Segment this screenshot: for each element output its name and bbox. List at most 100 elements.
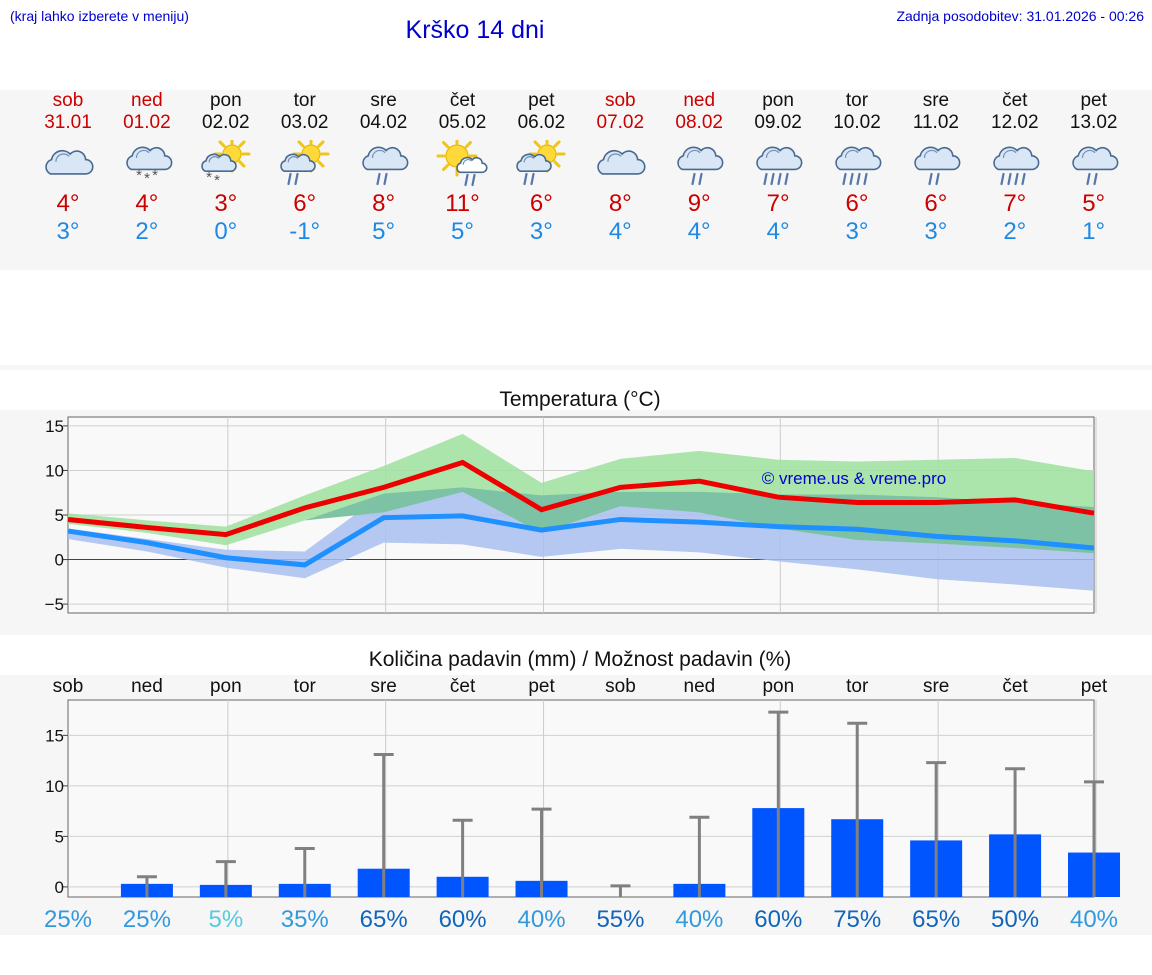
partly-cloudy-rain-icon	[279, 140, 330, 186]
temp-max: 6°	[529, 190, 553, 217]
y-tick-label: 10	[45, 777, 64, 796]
day-date: 02.02	[202, 112, 250, 133]
y-tick-label: 10	[45, 461, 64, 480]
day-label: sre	[923, 676, 949, 697]
temp-range-overlap	[68, 487, 1094, 554]
day-date: 06.02	[517, 112, 566, 133]
day-label: pon	[210, 676, 242, 697]
day-name: tor	[845, 90, 869, 111]
temp-max: 7°	[766, 190, 790, 217]
temp-min: 3°	[845, 218, 869, 245]
day-column: ned 08.02 9° 4°	[659, 90, 739, 246]
day-label: pet	[528, 676, 555, 697]
day-label: sob	[605, 676, 636, 697]
day-name: pet	[528, 90, 555, 111]
day-date: 13.02	[1069, 112, 1118, 133]
day-date: 11.02	[912, 112, 959, 133]
cloudy-heavy-rain-icon	[756, 146, 803, 186]
day-column: pet 06.02 6° 3°	[501, 90, 581, 246]
daily-forecast-strip	[0, 90, 1152, 270]
day-column: ned 01.02 * * * 4° 2°	[107, 90, 187, 246]
precipitation-chart: 15 10 5 0 sob 25% ned 25% pon 5% tor 35% sre 65% čet 60…	[44, 676, 1120, 933]
temp-max: 5°	[1082, 190, 1106, 217]
svg-text:*: *	[214, 172, 220, 189]
precipitation-probability: 40%	[518, 906, 566, 933]
precipitation-probability: 65%	[360, 906, 408, 933]
y-tick-label: 15	[45, 726, 64, 745]
day-label: čet	[450, 676, 476, 697]
min-temp-line	[67, 513, 1095, 568]
day-column: tor 10.02 6° 3°	[817, 90, 897, 246]
day-name: pon	[762, 90, 794, 111]
day-column: pon 02.02 * * 3° 0°	[186, 90, 266, 246]
cloudy-icon	[45, 149, 94, 175]
divider-strip	[0, 365, 1152, 370]
precipitation-probability: 60%	[439, 906, 487, 933]
cloudy-heavy-rain-icon	[993, 146, 1040, 186]
temp-min: 5°	[451, 218, 474, 245]
temp-max: 8°	[608, 190, 632, 217]
cloudy-rain-icon	[1071, 146, 1119, 186]
day-column: čet 12.02 7° 2°	[975, 90, 1055, 246]
day-label: pon	[762, 676, 794, 697]
day-name: sob	[604, 90, 636, 111]
cloudy-heavy-rain-icon	[835, 146, 882, 186]
temp-min: 2°	[1003, 218, 1027, 245]
day-name: sre	[922, 90, 950, 111]
last-updated: Zadnja posodobitev: 31.01.2026 - 00:26	[896, 8, 1144, 24]
cloudy-snow-icon: * * *	[126, 146, 173, 187]
svg-text:*: *	[206, 169, 212, 186]
precipitation-probability: 55%	[596, 906, 644, 933]
day-column: tor 03.02 6° -1°	[265, 90, 345, 246]
temp-min: 3°	[924, 218, 948, 245]
partly-cloudy-rain-icon	[516, 140, 566, 186]
watermark: © vreme.us & vreme.pro	[762, 469, 946, 488]
day-name: pon	[209, 90, 242, 111]
day-date: 10.02	[833, 112, 881, 133]
day-label: tor	[846, 676, 869, 697]
temp-min: 2°	[135, 218, 159, 245]
cloudy-icon	[597, 149, 646, 175]
day-label: tor	[294, 676, 317, 697]
day-label: sob	[53, 676, 84, 697]
day-date: 12.02	[991, 112, 1039, 133]
y-tick-label: 5	[55, 506, 64, 525]
temp-min: 5°	[372, 218, 396, 245]
y-tick-label: 0	[55, 551, 64, 570]
temp-max: 6°	[845, 190, 869, 217]
precipitation-probability: 25%	[44, 906, 92, 933]
day-date: 04.02	[359, 112, 408, 133]
temperature-chart-title: Temperatura (°C)	[499, 388, 661, 411]
y-tick-label: 15	[45, 417, 64, 436]
temp-min: -1°	[289, 218, 321, 245]
partly-cloudy-snow-icon: * *	[201, 140, 251, 189]
temp-max: 3°	[214, 190, 238, 217]
day-name: čet	[1002, 90, 1028, 111]
day-name: čet	[449, 90, 476, 111]
day-column: sob 07.02 8° 4°	[580, 90, 660, 246]
y-tick-label: 5	[55, 827, 64, 846]
precipitation-probability: 65%	[912, 906, 960, 933]
day-name: ned	[683, 90, 716, 111]
day-label: ned	[131, 676, 163, 697]
cloudy-rain-icon	[677, 146, 724, 186]
temp-min: 0°	[214, 218, 238, 245]
day-label: pet	[1081, 676, 1108, 697]
svg-text:*: *	[144, 170, 150, 187]
precipitation-chart-title: Količina padavin (mm) / Možnost padavin …	[368, 648, 792, 671]
day-date: 09.02	[754, 112, 802, 133]
precipitation-probability: 5%	[209, 906, 244, 933]
day-date: 01.02	[123, 112, 171, 133]
precipitation-probability: 50%	[991, 906, 1039, 933]
temp-min: 3°	[56, 218, 80, 245]
sunny-rain-icon	[436, 140, 487, 187]
day-date: 07.02	[596, 112, 645, 133]
svg-text:*: *	[152, 167, 158, 184]
day-column: pet 13.02 5° 1°	[1054, 90, 1134, 246]
precipitation-probability: 25%	[123, 906, 171, 933]
day-date: 05.02	[438, 112, 487, 133]
day-column: pon 09.02 7° 4°	[738, 90, 818, 246]
temp-max: 4°	[135, 190, 159, 217]
temp-max: 11°	[445, 190, 480, 217]
temp-min: 4°	[687, 218, 711, 245]
